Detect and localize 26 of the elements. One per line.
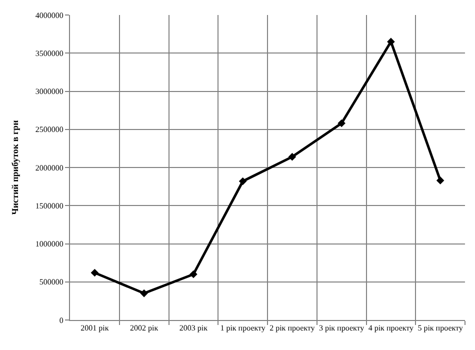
point — [90, 268, 99, 277]
point — [436, 176, 444, 184]
x-tick-label: 5 рік проекту — [418, 324, 463, 333]
point — [288, 152, 296, 161]
y-tick-label: 3000000 — [35, 87, 64, 96]
point — [190, 270, 198, 278]
y-tick-label: 4000000 — [35, 10, 64, 20]
y-tick-label: 1000000 — [35, 240, 64, 249]
x-tick-label: 1 рік проекту — [220, 324, 266, 333]
x-tick-label: 2002 рік — [130, 324, 158, 333]
y-tick-label: 3500000 — [35, 48, 64, 58]
point — [140, 289, 148, 298]
y-tick-label: 0 — [59, 316, 64, 325]
point — [338, 119, 346, 128]
y-tick-label: 2500000 — [35, 125, 64, 134]
x-tick-label: 3 рік проекту — [318, 324, 364, 333]
y-tick-label: 500000 — [39, 278, 64, 287]
y-tick-label: 1500000 — [35, 201, 64, 210]
x-tick-label: 4 рік проекту — [368, 324, 414, 333]
y-axis-title: Чистий прибуток в грн — [10, 120, 20, 215]
point — [238, 177, 247, 186]
x-tick-label: 2001 рік — [80, 324, 109, 333]
x-tick-label: 2003 рік — [179, 324, 208, 333]
point — [387, 38, 395, 46]
y-tick-label: 2000000 — [35, 163, 64, 172]
x-tick-label: 2 рік проекту — [270, 324, 315, 333]
